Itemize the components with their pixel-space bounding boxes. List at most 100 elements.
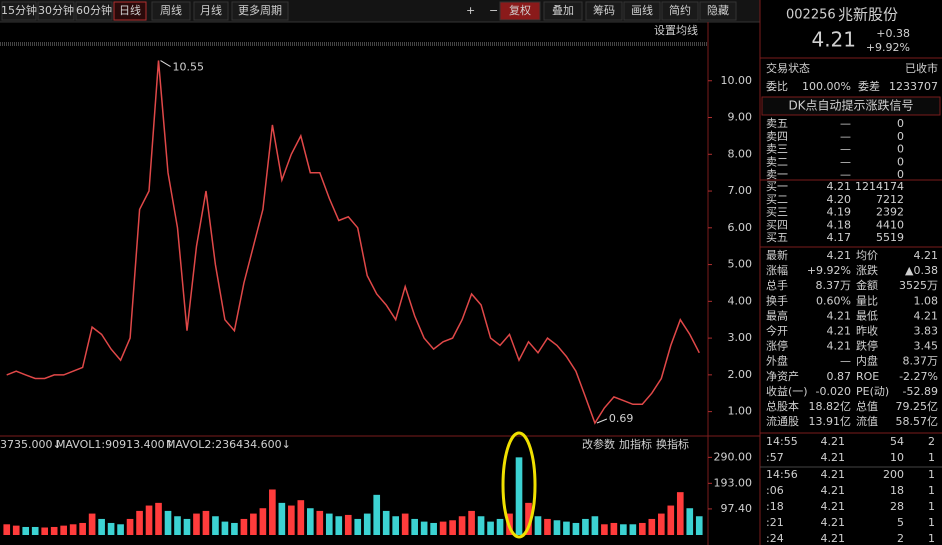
stat-value: -0.020 xyxy=(816,385,851,398)
indicator-tool[interactable]: 改参数 xyxy=(582,437,615,451)
stat-label: 昨收 xyxy=(856,324,878,338)
book-price: 4.17 xyxy=(827,231,852,244)
volume-bar xyxy=(401,513,409,535)
volume-bar xyxy=(411,518,418,535)
tool-button[interactable] xyxy=(499,1,541,21)
period-label[interactable]: 日线 xyxy=(119,3,141,17)
stat-value: 13.91亿 xyxy=(809,415,852,428)
period-label[interactable]: 更多周期 xyxy=(238,3,282,17)
volume-bar xyxy=(69,524,77,535)
book-price: — xyxy=(840,130,851,143)
volume-bar xyxy=(676,492,684,535)
tool-button[interactable] xyxy=(623,1,661,21)
volume-bar xyxy=(145,505,153,535)
volume-bar xyxy=(98,518,105,535)
book-price: 4.19 xyxy=(827,206,852,219)
indicator-tool[interactable]: 加指标 xyxy=(619,437,652,451)
volume-bar xyxy=(639,522,646,535)
y-tick-label: 6.00 xyxy=(728,221,753,234)
volume-bar xyxy=(601,524,608,535)
tool-button[interactable] xyxy=(585,1,623,21)
trade-volume: 200 xyxy=(883,468,904,481)
stat-label: 最高 xyxy=(766,308,788,322)
trade-time: :21 xyxy=(766,516,784,529)
zoom-in[interactable]: + xyxy=(466,4,475,17)
period-button[interactable] xyxy=(231,1,289,21)
volume-bar xyxy=(31,526,39,535)
indicator-tool[interactable]: 换指标 xyxy=(656,437,689,451)
volume-bar xyxy=(136,510,143,535)
volume-bar xyxy=(667,505,675,535)
trade-volume: 2 xyxy=(897,532,904,545)
trade-time: 14:56 xyxy=(766,468,798,481)
volume-bar xyxy=(458,516,466,535)
tool-label[interactable]: 复权 xyxy=(509,3,531,17)
tool-label[interactable]: 隐藏 xyxy=(707,4,729,17)
volume-bar xyxy=(12,525,20,535)
period-label[interactable]: 月线 xyxy=(200,3,222,17)
stat-label: 收益(一) xyxy=(766,384,808,398)
book-volume: 5519 xyxy=(876,231,904,244)
y-tick-label: 9.00 xyxy=(728,111,753,124)
signal-banner[interactable]: DK点自动提示涨跌信号 xyxy=(788,98,913,113)
stat-value: 18.82亿 xyxy=(809,400,852,413)
tool-label[interactable]: 叠加 xyxy=(552,4,574,17)
volume-bar xyxy=(610,522,618,535)
period-label[interactable]: 周线 xyxy=(160,3,182,17)
stat-value: +9.92% xyxy=(807,264,851,277)
book-volume: 0 xyxy=(897,155,904,168)
period-button[interactable] xyxy=(37,1,75,21)
period-label[interactable]: 60分钟 xyxy=(76,3,112,17)
book-label: 卖五 xyxy=(766,117,788,130)
y-tick-label: 1.00 xyxy=(728,405,753,418)
volume-bar xyxy=(525,502,532,535)
stat-label: 金额 xyxy=(856,278,878,292)
volume-bar xyxy=(686,508,694,535)
tool-label[interactable]: 筹码 xyxy=(593,3,615,17)
volume-bar xyxy=(316,510,324,535)
period-button[interactable] xyxy=(1,1,37,21)
book-volume: 4410 xyxy=(876,218,904,231)
trade-count: 1 xyxy=(928,516,935,529)
book-label: 买一 xyxy=(766,180,788,193)
stat-value: 79.25亿 xyxy=(896,400,939,413)
stock-pct: +9.92% xyxy=(866,41,910,54)
stat-value: -2.27% xyxy=(899,370,938,383)
period-button[interactable] xyxy=(151,1,191,21)
min-label: 0.69 xyxy=(609,412,634,425)
stat-label: 总股本 xyxy=(766,399,799,413)
indicator-legend: MAVOL2:236434.600↓ xyxy=(166,438,291,451)
tool-label[interactable]: 简约 xyxy=(669,3,691,17)
period-button[interactable] xyxy=(113,1,147,21)
trade-price: 4.21 xyxy=(821,500,846,513)
volume-bar xyxy=(202,510,210,535)
stat-value: 3.83 xyxy=(914,325,939,338)
volume-bar xyxy=(259,508,267,535)
period-button[interactable] xyxy=(75,1,113,21)
book-price: 4.18 xyxy=(827,218,852,231)
book-volume: 0 xyxy=(897,130,904,143)
stat-label: 量比 xyxy=(856,294,878,307)
volume-bar xyxy=(174,516,181,535)
book-price: — xyxy=(840,168,851,181)
zoom-out[interactable]: − xyxy=(489,4,498,17)
ma-setting[interactable]: 设置均线 xyxy=(654,23,698,37)
period-button[interactable] xyxy=(193,1,229,21)
period-label[interactable]: 15分钟 xyxy=(1,3,37,17)
tool-label[interactable]: 画线 xyxy=(631,3,653,17)
volume-bar xyxy=(392,516,400,535)
tool-button[interactable] xyxy=(661,1,699,21)
tool-button[interactable] xyxy=(699,1,737,21)
trade-count: 2 xyxy=(928,435,935,448)
stat-value: 4.21 xyxy=(827,325,852,338)
tool-button[interactable] xyxy=(543,1,583,21)
stat-value: 4.21 xyxy=(914,309,939,322)
period-label[interactable]: 30分钟 xyxy=(38,3,74,17)
volume-bar xyxy=(60,525,67,535)
stock-code: 002256 xyxy=(786,8,836,23)
y-tick-label: 5.00 xyxy=(728,258,753,271)
volume-bar xyxy=(183,518,191,535)
y-tick-label: 2.00 xyxy=(728,368,753,381)
volume-bar xyxy=(193,513,200,535)
stat-value: 4.21 xyxy=(827,249,852,262)
